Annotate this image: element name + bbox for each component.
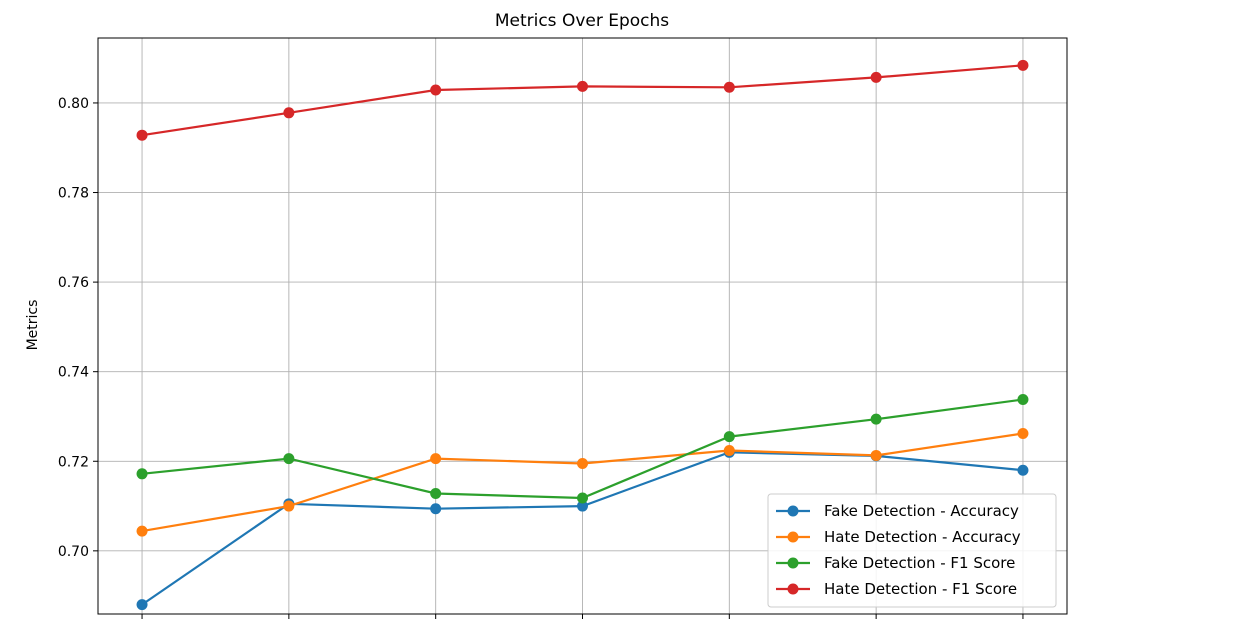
- data-point: [430, 488, 442, 500]
- data-point: [723, 81, 735, 93]
- data-point: [136, 468, 148, 480]
- legend-label: Fake Detection - F1 Score: [824, 554, 1015, 572]
- data-point: [1017, 59, 1029, 71]
- data-point: [136, 129, 148, 141]
- legend-item: Fake Detection - Accuracy: [776, 502, 1019, 520]
- data-point: [1017, 427, 1029, 439]
- y-tick-label: 0.74: [58, 365, 89, 381]
- data-point: [283, 453, 295, 465]
- data-point: [577, 458, 588, 470]
- data-point: [870, 413, 882, 425]
- data-point: [1017, 464, 1029, 476]
- data-point: [870, 449, 882, 461]
- data-point: [577, 500, 588, 512]
- legend-marker: [787, 531, 799, 543]
- data-point: [577, 80, 588, 92]
- y-tick-label: 0.76: [58, 275, 89, 291]
- data-point: [870, 71, 882, 83]
- data-point: [1017, 393, 1029, 405]
- y-tick-label: 0.80: [58, 96, 89, 112]
- data-point: [430, 453, 442, 465]
- y-tick-label: 0.70: [58, 544, 89, 560]
- series-3: [136, 393, 1029, 504]
- legend-marker: [787, 505, 799, 517]
- data-point: [723, 431, 735, 443]
- data-point: [283, 500, 295, 512]
- legend: Fake Detection - Accuracy Hate Detection …: [767, 493, 1057, 608]
- axis-ticks: 0.70 0.72 0.74 0.76 0.78 0.80: [58, 96, 1024, 619]
- data-point: [723, 445, 735, 457]
- data-point: [430, 503, 442, 515]
- legend-item: Hate Detection - Accuracy: [776, 528, 1021, 546]
- legend-marker: [787, 583, 799, 595]
- legend-label: Hate Detection - Accuracy: [824, 528, 1021, 546]
- y-tick-label: 0.72: [58, 454, 89, 470]
- data-point: [577, 492, 588, 504]
- y-axis-label: Metrics: [25, 300, 41, 351]
- data-point: [430, 84, 442, 96]
- data-point: [136, 525, 148, 537]
- legend-marker: [787, 557, 799, 569]
- legend-item: Hate Detection - F1 Score: [776, 580, 1017, 598]
- legend-item: Fake Detection - F1 Score: [776, 554, 1015, 572]
- legend-label: Hate Detection - F1 Score: [824, 580, 1017, 598]
- series-4: [136, 59, 1029, 141]
- chart-title: Metrics Over Epochs: [495, 11, 669, 31]
- series-lines: [136, 59, 1029, 611]
- y-tick-label: 0.78: [58, 186, 89, 202]
- data-point: [136, 599, 148, 611]
- legend-label: Fake Detection - Accuracy: [824, 502, 1019, 520]
- legend-box: [767, 493, 1057, 608]
- series-2: [136, 427, 1029, 537]
- data-point: [283, 107, 295, 119]
